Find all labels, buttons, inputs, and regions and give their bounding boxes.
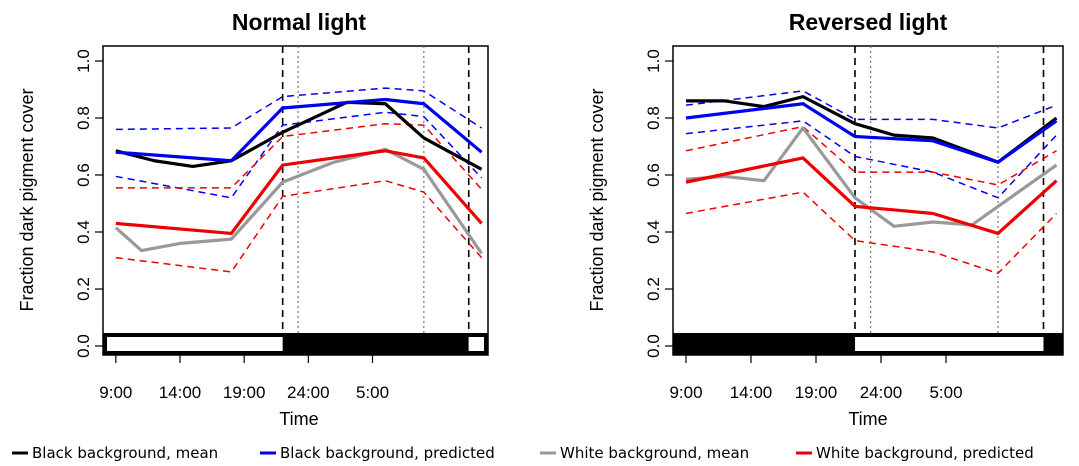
y-tick-label: 0.2 [644, 277, 663, 301]
series-line [115, 100, 483, 171]
y-tick-label: 0.4 [644, 220, 663, 244]
legend-item: White background, mean [540, 444, 749, 462]
y-tick-label: 0.2 [74, 277, 93, 301]
legend-label: Black background, predicted [280, 444, 495, 462]
plot-frame [672, 45, 1064, 356]
y-tick-label: 0.6 [74, 163, 93, 187]
y-tick-label: 0.4 [74, 220, 93, 244]
legend-label: White background, predicted [816, 444, 1034, 462]
x-axis-label: Time [848, 409, 887, 429]
period-bar-outline [103, 333, 488, 355]
legend-label: Black background, mean [32, 444, 218, 462]
y-tick-label: 0.8 [644, 106, 663, 130]
panel-title: Normal light [232, 9, 367, 35]
x-tick-label: 5:00 [356, 383, 389, 402]
y-tick-label: 0.8 [74, 106, 93, 130]
series-line [115, 97, 483, 163]
legend: Black background, mean Black background,… [12, 444, 1034, 462]
x-axis-label: Time [279, 409, 318, 429]
x-tick-label: 9:00 [99, 383, 132, 402]
x-tick-label: 19:00 [223, 383, 266, 402]
y-tick-label: 0.0 [644, 334, 663, 358]
light-period-bar [103, 333, 283, 355]
series-line [115, 149, 483, 236]
y-axis-label: Fraction dark pigment cover [587, 88, 607, 311]
y-tick-label: 1.0 [644, 49, 663, 73]
dark-period-bar [1043, 333, 1063, 355]
panel-reversed-light: Reversed light Fraction dark pigment cov… [587, 9, 1064, 429]
legend-item: Black background, mean [12, 444, 218, 462]
x-tick-label: 24:00 [287, 383, 330, 402]
prediction-band-upper [685, 125, 1057, 186]
x-tick-label: 5:00 [929, 383, 962, 402]
light-period-bar [855, 333, 1044, 355]
series-line [685, 102, 1058, 164]
dark-period-bar [282, 333, 469, 355]
x-tick-label: 19:00 [795, 383, 838, 402]
dark-period-bar [673, 333, 855, 355]
x-tick-label: 9:00 [669, 383, 702, 402]
prediction-band-upper [685, 90, 1057, 129]
series-line [114, 147, 483, 255]
prediction-band-upper [115, 87, 482, 131]
series-line [686, 95, 1058, 164]
series-line [685, 156, 1058, 236]
period-bar-outline [673, 333, 1063, 355]
panel-title: Reversed light [789, 9, 948, 35]
y-tick-label: 0.6 [644, 163, 663, 187]
y-tick-label: 0.0 [74, 334, 93, 358]
prediction-band-lower [115, 179, 483, 273]
prediction-band-lower [685, 191, 1058, 275]
light-period-bar [468, 333, 488, 355]
prediction-band-upper [115, 122, 483, 190]
series-line [685, 126, 1058, 228]
prediction-band-lower [115, 111, 483, 199]
prediction-band-lower [685, 120, 1058, 199]
y-axis-label: Fraction dark pigment cover [17, 88, 37, 311]
panel-normal-light: Normal light Fraction dark pigment cover… [17, 9, 489, 429]
x-tick-label: 14:00 [159, 383, 202, 402]
legend-item: White background, predicted [796, 444, 1034, 462]
plot-frame [102, 45, 489, 356]
legend-label: White background, mean [560, 444, 749, 462]
y-tick-label: 1.0 [74, 49, 93, 73]
x-tick-label: 14:00 [730, 383, 773, 402]
legend-item: Black background, predicted [260, 444, 495, 462]
x-tick-label: 24:00 [860, 383, 903, 402]
